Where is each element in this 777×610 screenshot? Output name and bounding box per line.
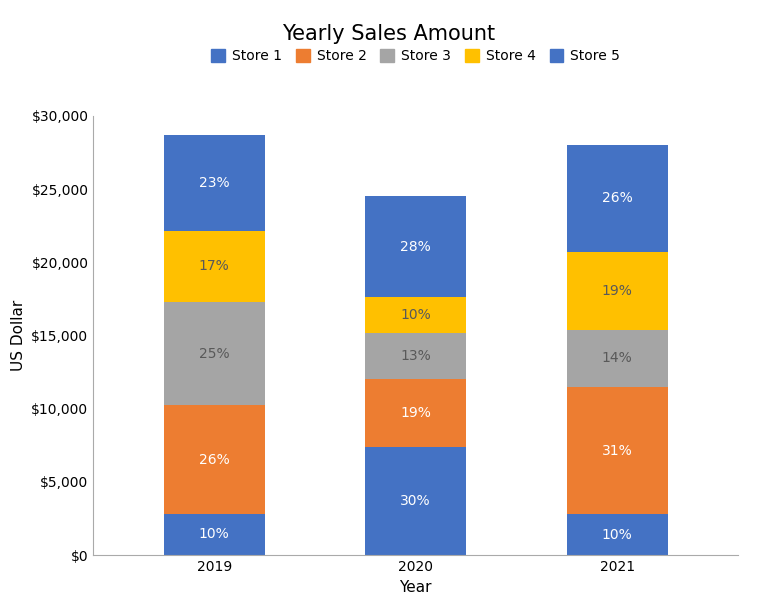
Bar [567, 387, 667, 514]
Bar [365, 379, 466, 448]
Text: 10%: 10% [199, 527, 229, 541]
Bar [365, 196, 466, 297]
Text: 31%: 31% [602, 443, 632, 458]
Text: 28%: 28% [400, 240, 431, 254]
Text: 10%: 10% [400, 308, 431, 322]
Text: 19%: 19% [602, 284, 632, 298]
Text: 14%: 14% [602, 351, 632, 365]
Text: Yearly Sales Amount: Yearly Sales Amount [282, 24, 495, 45]
Bar [164, 301, 264, 406]
X-axis label: Year: Year [399, 580, 432, 595]
Bar [567, 329, 667, 387]
Text: 19%: 19% [400, 406, 431, 420]
Bar [164, 135, 264, 231]
Text: 13%: 13% [400, 349, 431, 363]
Text: 25%: 25% [199, 346, 229, 361]
Bar [164, 231, 264, 301]
Legend: Store 1, Store 2, Store 3, Store 4, Store 5: Store 1, Store 2, Store 3, Store 4, Stor… [206, 44, 625, 69]
Bar [365, 332, 466, 379]
Text: 30%: 30% [400, 494, 431, 508]
Text: 26%: 26% [199, 453, 229, 467]
Bar [164, 514, 264, 555]
Bar [567, 145, 667, 252]
Bar [567, 252, 667, 329]
Text: 26%: 26% [602, 192, 632, 206]
Text: 10%: 10% [602, 528, 632, 542]
Bar [365, 448, 466, 555]
Bar [365, 297, 466, 332]
Bar [567, 514, 667, 555]
Text: 23%: 23% [199, 176, 229, 190]
Bar [164, 406, 264, 514]
Text: 17%: 17% [199, 259, 229, 273]
Y-axis label: US Dollar: US Dollar [11, 300, 26, 371]
